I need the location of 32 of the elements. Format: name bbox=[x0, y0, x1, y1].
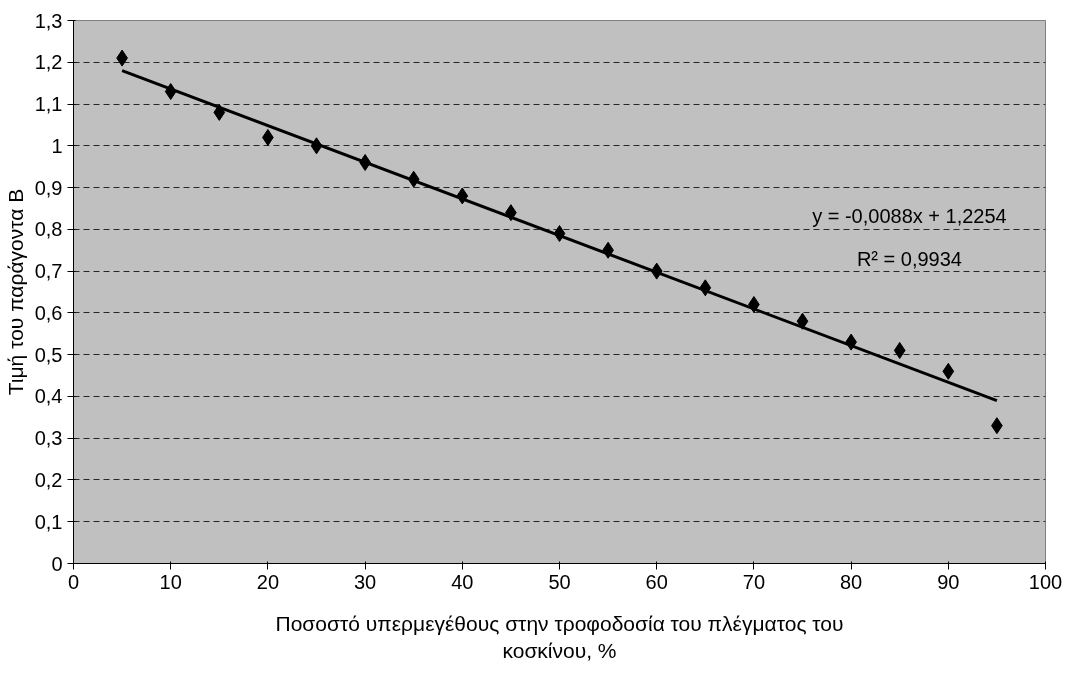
annotation: R² = 0,9934 bbox=[856, 248, 962, 271]
y-tick-label: 0,3 bbox=[34, 427, 63, 450]
annotation: y = -0,0088x + 1,2254 bbox=[812, 204, 1007, 227]
x-axis-title: Ποσοστό υπερμεγέθους στην τροφοδοσία του πλέγματος του κοσκίνου, % bbox=[275, 611, 844, 663]
y-tick-label: 1 bbox=[51, 134, 63, 157]
x-tick-label: 0 bbox=[67, 570, 80, 593]
y-tick-label: 1,1 bbox=[34, 93, 63, 116]
y-tick-label: 0,2 bbox=[34, 468, 63, 491]
x-tick-label: 70 bbox=[742, 570, 766, 593]
x-tick-label: 60 bbox=[645, 570, 668, 593]
y-tick-label: 0,7 bbox=[34, 260, 63, 283]
x-tick-label: 20 bbox=[256, 570, 280, 593]
point bbox=[796, 312, 809, 330]
y-tick-label: 0,4 bbox=[34, 385, 63, 408]
x-tick-label: 100 bbox=[1028, 570, 1063, 593]
x-tick-label: 40 bbox=[451, 570, 474, 593]
y-tick-label: 0,1 bbox=[34, 510, 63, 533]
y-tick-label: 1,3 bbox=[34, 9, 63, 32]
x-tick-label: 50 bbox=[548, 570, 571, 593]
x-tick-label: 90 bbox=[937, 570, 960, 593]
y-tick-label: 0,9 bbox=[34, 176, 63, 199]
y-tick-label: 0,6 bbox=[34, 301, 63, 324]
y-tick-label: 0 bbox=[51, 552, 63, 575]
y-tick-label: 0,5 bbox=[34, 343, 63, 366]
point bbox=[893, 341, 906, 359]
x-tick-label: 10 bbox=[159, 570, 182, 593]
x-tick-label: 30 bbox=[353, 570, 377, 593]
y-tick-label: 1,2 bbox=[34, 51, 63, 74]
y-axis-title: Τιμή του παράγοντα B bbox=[3, 188, 27, 396]
point bbox=[942, 362, 955, 380]
y-tick-label: 0,8 bbox=[34, 218, 63, 241]
x-tick-label: 80 bbox=[839, 570, 863, 593]
